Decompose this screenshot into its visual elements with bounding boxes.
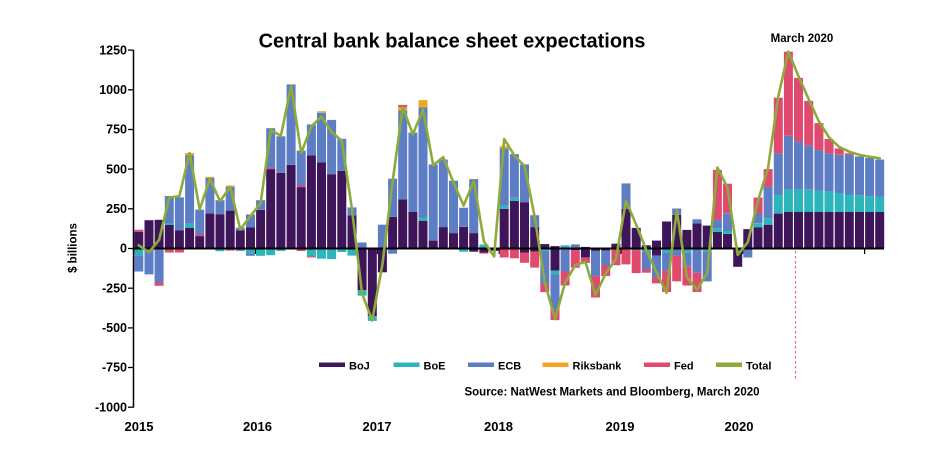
- svg-text:ECB: ECB: [498, 361, 521, 373]
- svg-text:1000: 1000: [99, 83, 127, 97]
- svg-text:-500: -500: [102, 321, 127, 335]
- svg-text:500: 500: [106, 162, 127, 176]
- svg-text:750: 750: [106, 123, 127, 137]
- svg-text:2018: 2018: [484, 419, 513, 434]
- svg-text:2015: 2015: [125, 419, 154, 434]
- svg-text:2017: 2017: [363, 419, 392, 434]
- svg-text:Fed: Fed: [674, 361, 694, 373]
- svg-text:BoE: BoE: [424, 361, 446, 373]
- svg-text:2016: 2016: [243, 419, 272, 434]
- svg-text:Riksbank: Riksbank: [573, 361, 623, 373]
- svg-text:2020: 2020: [725, 419, 754, 434]
- svg-text:-750: -750: [102, 361, 127, 375]
- svg-text:Central bank balance sheet exp: Central bank balance sheet expectations: [259, 31, 646, 53]
- svg-text:Total: Total: [746, 361, 771, 373]
- svg-text:-1000: -1000: [95, 400, 127, 414]
- svg-text:1250: 1250: [99, 43, 127, 57]
- svg-text:0: 0: [120, 242, 127, 256]
- svg-text:-250: -250: [102, 281, 127, 295]
- svg-text:March 2020: March 2020: [771, 33, 834, 45]
- svg-text:$ billions: $ billions: [68, 223, 80, 273]
- svg-text:250: 250: [106, 202, 127, 216]
- svg-text:BoJ: BoJ: [349, 361, 370, 373]
- svg-text:2019: 2019: [606, 419, 635, 434]
- svg-text:Source: NatWest Markets and Bl: Source: NatWest Markets and Bloomberg, M…: [464, 387, 759, 399]
